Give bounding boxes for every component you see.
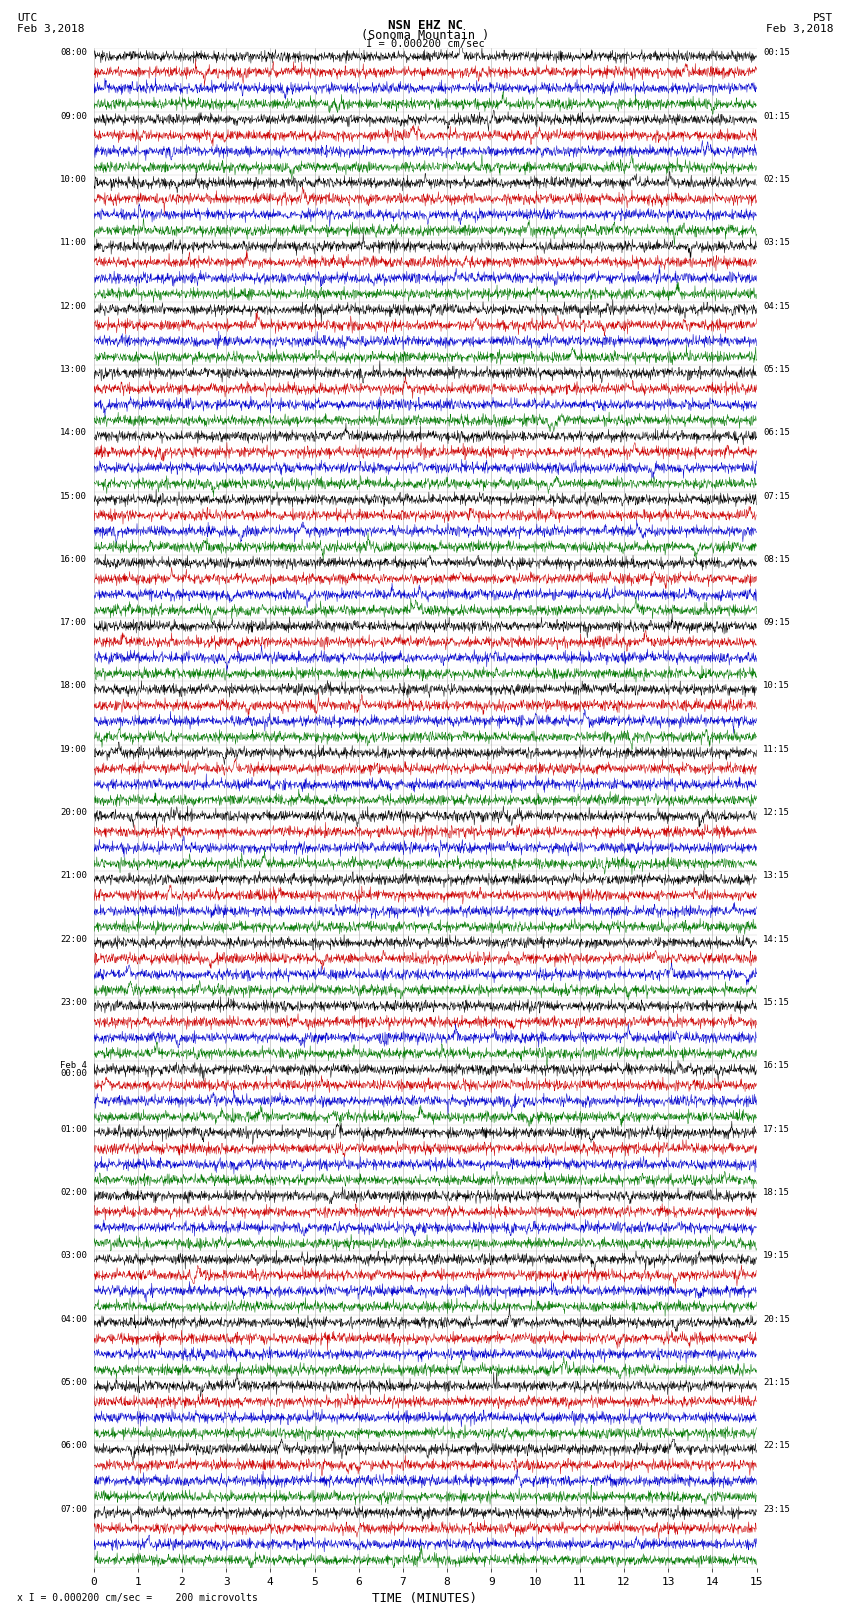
Text: Feb 4: Feb 4 bbox=[60, 1061, 87, 1071]
Text: Feb 3,2018: Feb 3,2018 bbox=[766, 24, 833, 34]
Text: 16:15: 16:15 bbox=[763, 1061, 790, 1071]
Text: 05:00: 05:00 bbox=[60, 1378, 87, 1387]
Text: 20:15: 20:15 bbox=[763, 1315, 790, 1324]
Text: 23:15: 23:15 bbox=[763, 1505, 790, 1513]
Text: 18:15: 18:15 bbox=[763, 1187, 790, 1197]
Text: NSN EHZ NC: NSN EHZ NC bbox=[388, 19, 462, 32]
Text: 15:15: 15:15 bbox=[763, 998, 790, 1007]
Text: UTC: UTC bbox=[17, 13, 37, 23]
Text: 14:15: 14:15 bbox=[763, 936, 790, 944]
Text: 03:00: 03:00 bbox=[60, 1252, 87, 1260]
Text: 07:00: 07:00 bbox=[60, 1505, 87, 1513]
Text: 12:00: 12:00 bbox=[60, 302, 87, 311]
Text: 17:00: 17:00 bbox=[60, 618, 87, 627]
Text: Feb 3,2018: Feb 3,2018 bbox=[17, 24, 84, 34]
Text: PST: PST bbox=[813, 13, 833, 23]
X-axis label: TIME (MINUTES): TIME (MINUTES) bbox=[372, 1592, 478, 1605]
Text: 00:15: 00:15 bbox=[763, 48, 790, 58]
Text: x I = 0.000200 cm/sec =    200 microvolts: x I = 0.000200 cm/sec = 200 microvolts bbox=[17, 1594, 258, 1603]
Text: 21:00: 21:00 bbox=[60, 871, 87, 881]
Text: 08:00: 08:00 bbox=[60, 48, 87, 58]
Text: 13:00: 13:00 bbox=[60, 365, 87, 374]
Text: 03:15: 03:15 bbox=[763, 239, 790, 247]
Text: 11:15: 11:15 bbox=[763, 745, 790, 753]
Text: 13:15: 13:15 bbox=[763, 871, 790, 881]
Text: 10:00: 10:00 bbox=[60, 176, 87, 184]
Text: 15:00: 15:00 bbox=[60, 492, 87, 500]
Text: 19:00: 19:00 bbox=[60, 745, 87, 753]
Text: 09:15: 09:15 bbox=[763, 618, 790, 627]
Text: (Sonoma Mountain ): (Sonoma Mountain ) bbox=[361, 29, 489, 42]
Text: 17:15: 17:15 bbox=[763, 1124, 790, 1134]
Text: 07:15: 07:15 bbox=[763, 492, 790, 500]
Text: 02:15: 02:15 bbox=[763, 176, 790, 184]
Text: 06:15: 06:15 bbox=[763, 429, 790, 437]
Text: 23:00: 23:00 bbox=[60, 998, 87, 1007]
Text: 04:15: 04:15 bbox=[763, 302, 790, 311]
Text: 04:00: 04:00 bbox=[60, 1315, 87, 1324]
Text: 22:00: 22:00 bbox=[60, 936, 87, 944]
Text: 11:00: 11:00 bbox=[60, 239, 87, 247]
Text: 06:00: 06:00 bbox=[60, 1442, 87, 1450]
Text: I = 0.000200 cm/sec: I = 0.000200 cm/sec bbox=[366, 39, 484, 48]
Text: 02:00: 02:00 bbox=[60, 1187, 87, 1197]
Text: 22:15: 22:15 bbox=[763, 1442, 790, 1450]
Text: 01:15: 01:15 bbox=[763, 111, 790, 121]
Text: 20:00: 20:00 bbox=[60, 808, 87, 818]
Text: 01:00: 01:00 bbox=[60, 1124, 87, 1134]
Text: 09:00: 09:00 bbox=[60, 111, 87, 121]
Text: 10:15: 10:15 bbox=[763, 682, 790, 690]
Text: 00:00: 00:00 bbox=[60, 1069, 87, 1077]
Text: 08:15: 08:15 bbox=[763, 555, 790, 565]
Text: 19:15: 19:15 bbox=[763, 1252, 790, 1260]
Text: 12:15: 12:15 bbox=[763, 808, 790, 818]
Text: 21:15: 21:15 bbox=[763, 1378, 790, 1387]
Text: 14:00: 14:00 bbox=[60, 429, 87, 437]
Text: 18:00: 18:00 bbox=[60, 682, 87, 690]
Text: 16:00: 16:00 bbox=[60, 555, 87, 565]
Text: 05:15: 05:15 bbox=[763, 365, 790, 374]
